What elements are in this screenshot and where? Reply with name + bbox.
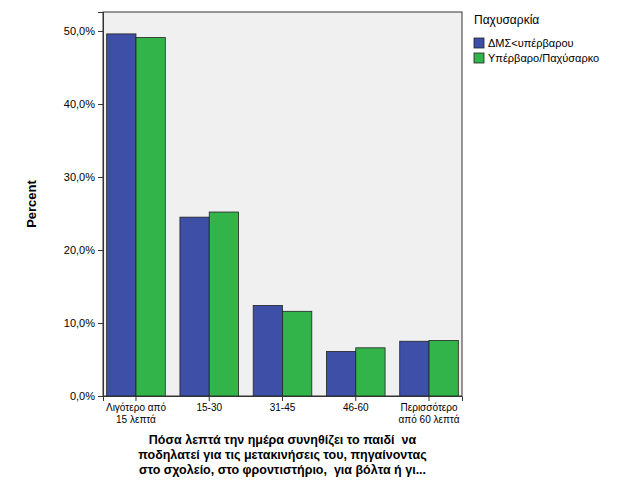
- y-tick: 40,0%: [64, 98, 103, 110]
- y-tick-mark: [98, 104, 103, 105]
- x-tick-mark: [355, 396, 356, 401]
- legend-label: Υπέρβαρο/Παχύσαρκο: [488, 52, 599, 64]
- bar: [429, 341, 458, 396]
- legend: Παχυσαρκία ΔΜΣ<υπέρβαρου Υπέρβαρο/Παχύσαρκ…: [474, 13, 599, 64]
- x-axis-title-line: Πόσα λεπτά την ημέρα συνηθίζει το παιδί …: [149, 433, 417, 447]
- y-axis-title: Percent: [24, 179, 39, 227]
- x-tick: Λιγότερο από15 λεπτά: [106, 396, 166, 425]
- plot-frame: [103, 12, 462, 396]
- bar: [107, 34, 136, 396]
- y-tick: 0,0%: [70, 390, 103, 402]
- x-tick: Περισσότεροαπό 60 λεπτά: [399, 396, 460, 425]
- x-tick-label: 15-30: [196, 402, 222, 413]
- x-axis: Λιγότερο από15 λεπτά 15-30 31-45 46-60 Περισ…: [104, 396, 463, 425]
- y-tick-mark: [98, 177, 103, 178]
- x-axis-line: [104, 397, 463, 402]
- chart: 0,0% 10,0% 20,0% 30,0% 40,0% 50,0% Λιγότερο απ…: [0, 0, 627, 502]
- y-tick: 50,0%: [64, 25, 103, 37]
- y-axis-line: [98, 13, 104, 397]
- y-tick-mark: [98, 396, 103, 397]
- x-tick-label: 46-60: [343, 402, 369, 413]
- x-tick-mark: [282, 396, 283, 401]
- legend-item: Υπέρβαρο/Παχύσαρκο: [474, 52, 599, 64]
- x-tick-mark: [209, 396, 210, 401]
- x-axis-title: Πόσα λεπτά την ημέρα συνηθίζει το παιδί …: [138, 433, 426, 477]
- y-tick-mark: [98, 323, 103, 324]
- y-tick-mark: [98, 250, 103, 251]
- y-tick-mark: [98, 31, 103, 32]
- bars: [107, 34, 459, 396]
- x-tick-label-line: από 60 λεπτά: [399, 414, 460, 425]
- x-tick-mark: [135, 396, 136, 401]
- legend-title: Παχυσαρκία: [474, 13, 539, 27]
- y-tick: 10,0%: [64, 317, 103, 329]
- x-tick-label: 31-45: [270, 402, 296, 413]
- bar: [180, 217, 209, 396]
- x-tick-label-line: 31-45: [270, 402, 296, 413]
- legend-label: ΔΜΣ<υπέρβαρου: [488, 37, 574, 49]
- plot: 0,0% 10,0% 20,0% 30,0% 40,0% 50,0% Λιγότερο απ…: [64, 12, 463, 425]
- x-tick-label-line: Περισσότερο: [401, 402, 458, 413]
- x-tick-label-line: 15-30: [196, 402, 222, 413]
- bar: [209, 212, 238, 396]
- x-tick-label: Λιγότερο από15 λεπτά: [106, 402, 166, 425]
- bar: [136, 38, 165, 396]
- y-tick-label: 10,0%: [64, 317, 95, 329]
- x-tick-label: Περισσότεροαπό 60 λεπτά: [399, 402, 460, 425]
- y-tick-label: 0,0%: [70, 390, 95, 402]
- x-axis-title-line: στο σχολείο, στο φροντιστήριο, για βόλτα…: [139, 463, 426, 477]
- bar-series: [136, 38, 458, 396]
- legend-swatch: [474, 38, 484, 48]
- x-tick-mark: [429, 396, 430, 401]
- y-tick-label: 40,0%: [64, 98, 95, 110]
- y-tick-label: 50,0%: [64, 25, 95, 37]
- y-tick: 20,0%: [64, 244, 103, 256]
- x-tick-label-line: Λιγότερο από: [106, 402, 166, 413]
- y-tick: 30,0%: [64, 171, 103, 183]
- y-tick-label: 20,0%: [64, 244, 95, 256]
- x-tick-label-line: 46-60: [343, 402, 369, 413]
- y-axis: 0,0% 10,0% 20,0% 30,0% 40,0% 50,0%: [64, 13, 104, 403]
- bar: [283, 311, 312, 396]
- x-tick-label-line: 15 λεπτά: [116, 414, 156, 425]
- bar: [400, 341, 429, 396]
- y-tick-label: 30,0%: [64, 171, 95, 183]
- bar: [326, 351, 355, 396]
- x-tick: 31-45: [270, 396, 296, 413]
- x-tick: 15-30: [196, 396, 222, 413]
- x-axis-title-line: ποδηλατεί για τις μετακινήσεις του, πηγα…: [138, 448, 426, 462]
- legend-item: ΔΜΣ<υπέρβαρου: [474, 37, 574, 49]
- x-tick: 46-60: [343, 396, 369, 413]
- legend-swatch: [474, 53, 484, 63]
- bar: [253, 305, 282, 396]
- bar: [356, 348, 385, 396]
- bar-series: [107, 34, 429, 396]
